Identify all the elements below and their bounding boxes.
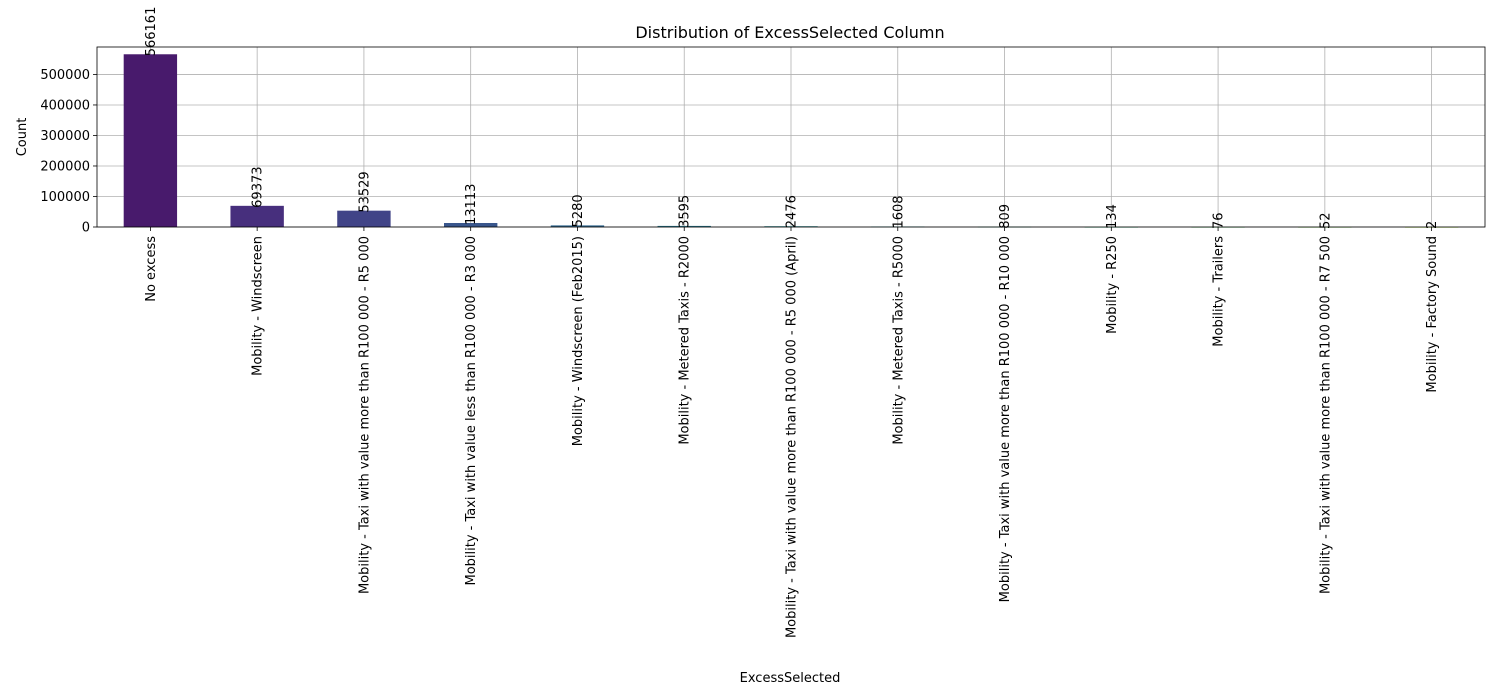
data-label: 13113	[464, 184, 479, 225]
bar	[550, 225, 605, 227]
y-tick-label: 400000	[40, 98, 90, 113]
data-label: 1608	[891, 195, 906, 228]
data-label: 52	[1318, 212, 1333, 229]
data-label: 2	[1425, 221, 1440, 229]
y-axis-label: Count	[15, 118, 30, 157]
x-tick-label: Mobility - Taxi with value more than R10…	[357, 236, 372, 594]
x-tick-label: Mobility - Windscreen	[251, 236, 266, 376]
data-label: 134	[1105, 204, 1120, 229]
gridlines	[97, 47, 1485, 228]
x-axis-ticks: No excess Mobility - Windscreen Mobility -…	[144, 227, 1440, 638]
x-tick-label: Mobility - Taxi with value more than R10…	[1318, 236, 1333, 594]
x-tick-label: Mobility - R250	[1105, 236, 1120, 334]
y-tick-label: 0	[82, 221, 90, 236]
bar	[337, 210, 391, 227]
bars	[123, 54, 1459, 228]
data-labels: 566161 69373 53529 13113 5280 3595 2476 1608 809…	[144, 7, 1440, 229]
y-tick-label: 200000	[40, 159, 90, 174]
data-label: 2476	[785, 195, 800, 228]
bar	[444, 222, 498, 227]
x-tick-label: Mobility - Trailers	[1212, 236, 1227, 347]
x-tick-label: Mobility - Metered Taxis - R2000	[678, 236, 693, 445]
x-tick-label: Mobility - Taxi with value less than R10…	[464, 236, 479, 586]
x-tick-label: Mobility - Factory Sound	[1425, 236, 1440, 393]
y-tick-label: 500000	[40, 68, 90, 83]
bar	[123, 54, 178, 227]
y-axis-ticks: 0 100000 200000 300000 400000 500000	[40, 68, 97, 236]
data-label: 566161	[144, 7, 159, 57]
x-axis-label: ExcessSelected	[740, 671, 841, 686]
x-tick-label: Mobility - Taxi with value more than R10…	[785, 236, 800, 638]
x-tick-label: Mobility - Taxi with value more than R10…	[998, 236, 1013, 602]
chart-title: Distribution of ExcessSelected Column	[635, 23, 944, 42]
data-label: 3595	[678, 195, 693, 228]
x-tick-label: Mobility - Metered Taxis - R5000	[891, 236, 906, 445]
data-label: 69373	[251, 166, 266, 207]
y-tick-label: 100000	[40, 190, 90, 205]
x-tick-label: Mobility - Windscreen (Feb2015)	[571, 236, 586, 446]
data-label: 53529	[357, 171, 372, 212]
data-label: 76	[1212, 212, 1227, 229]
data-label: 5280	[571, 194, 586, 227]
x-tick-label: No excess	[144, 236, 159, 302]
bar	[230, 205, 284, 227]
data-label: 809	[998, 204, 1013, 229]
bar	[657, 225, 711, 227]
y-tick-label: 300000	[40, 129, 90, 144]
